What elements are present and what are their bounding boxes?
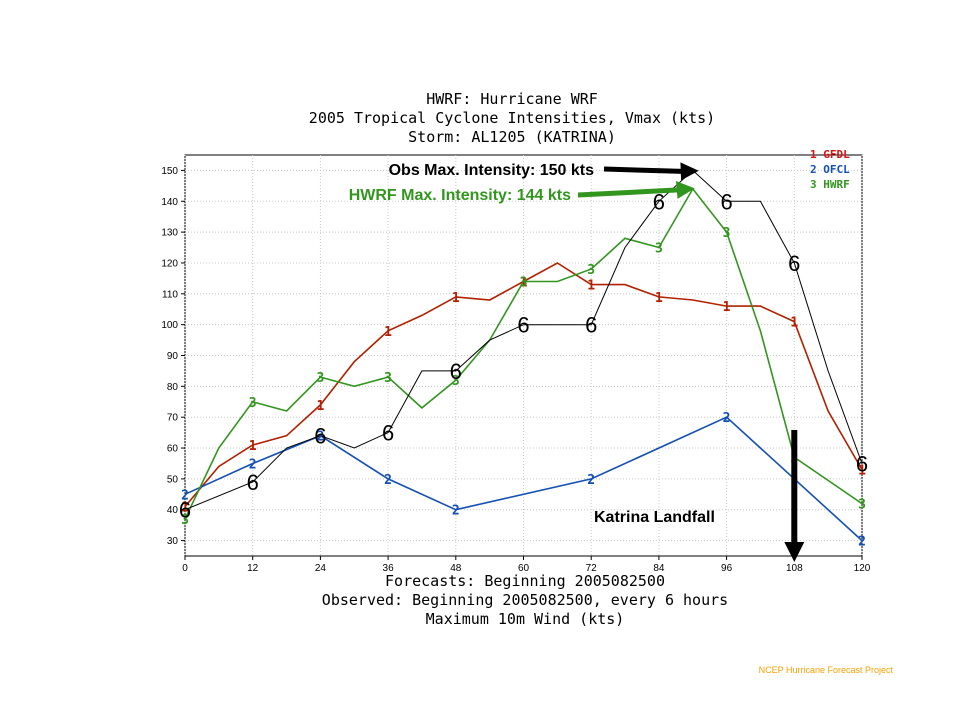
chart-title-line-1: HWRF: Hurricane WRF	[426, 90, 598, 108]
marker-gfdl: 1	[384, 325, 392, 340]
marker-gfdl: 1	[723, 300, 731, 315]
marker-gfdl: 1	[181, 501, 189, 516]
series-line-hwrf	[184, 187, 863, 520]
gridlines	[184, 155, 863, 556]
marker-ofcl: 2	[316, 430, 324, 445]
x-tick-label: 60	[518, 563, 530, 574]
annotation-arrows	[577, 162, 805, 562]
x-tick-label: 108	[786, 563, 803, 574]
legend-entry-gfdl: 1 GFDL	[810, 148, 850, 161]
series-line-observed	[184, 169, 863, 511]
marker-hwrf: 3	[858, 498, 866, 513]
marker-gfdl: 1	[452, 291, 460, 306]
x-tick-label: 0	[182, 563, 188, 574]
x-tick-label: 120	[854, 563, 871, 574]
marker-observed: 6	[720, 189, 732, 214]
marker-observed: 6	[450, 359, 462, 384]
marker-observed: 6	[517, 313, 529, 338]
y-axis: 30 40 50 60 70 80 90 100 110 120 130 140 150	[161, 166, 185, 547]
marker-observed: 6	[856, 451, 868, 476]
y-tick-label: 150	[161, 166, 178, 177]
legend-entry-hwrf: 3 HWRF	[810, 178, 850, 191]
x-axis-label-line-3: Maximum 10m Wind (kts)	[426, 610, 625, 628]
series-line-ofcl	[184, 416, 863, 542]
marker-gfdl: 1	[858, 464, 866, 479]
marker-observed: 6	[382, 421, 394, 446]
x-tick-label: 36	[383, 563, 395, 574]
x-tick-label: 96	[721, 563, 733, 574]
marker-ofcl: 2	[723, 411, 731, 426]
y-tick-label: 40	[167, 505, 179, 516]
x-tick-label: 72	[586, 563, 598, 574]
marker-ofcl: 2	[249, 457, 257, 472]
marker-ofcl: 2	[858, 535, 866, 550]
marker-hwrf: 3	[316, 371, 324, 386]
marker-gfdl: 1	[249, 439, 257, 454]
marker-hwrf: 3	[181, 513, 189, 528]
y-tick-label: 30	[167, 536, 179, 547]
marker-hwrf: 3	[384, 371, 392, 386]
marker-ofcl: 2	[452, 504, 460, 519]
legend: 1 GFDL 2 OFCL 3 HWRF	[810, 148, 850, 191]
x-tick-label: 48	[450, 563, 462, 574]
y-tick-label: 140	[161, 197, 178, 208]
y-tick-label: 100	[161, 320, 178, 331]
series-markers: 1111111111122222222333333333336666666666…	[179, 189, 868, 549]
x-tick-label: 24	[315, 563, 327, 574]
annotation-obs-max: Obs Max. Intensity: 150 kts	[389, 162, 595, 179]
y-tick-label: 80	[167, 382, 179, 393]
arrowhead-obs-max	[680, 162, 699, 181]
marker-observed: 6	[314, 424, 326, 449]
y-tick-label: 130	[161, 228, 178, 239]
marker-observed: 6	[788, 251, 800, 276]
arrow-obs-max	[603, 166, 683, 174]
marker-ofcl: 2	[384, 473, 392, 488]
y-tick-label: 50	[167, 474, 179, 485]
arrow-hwrf-max	[577, 187, 679, 198]
credit-text: NCEP Hurricane Forecast Project	[759, 665, 894, 675]
x-axis-label-line-1: Forecasts: Beginning 2005082500	[385, 572, 665, 590]
y-tick-label: 110	[162, 289, 178, 300]
marker-hwrf: 3	[249, 396, 257, 411]
annotation-landfall: Katrina Landfall	[594, 509, 715, 526]
legend-entry-ofcl: 2 OFCL	[810, 163, 850, 176]
y-tick-label: 70	[167, 413, 179, 424]
arrowhead-hwrf-max	[675, 180, 695, 199]
arrowhead-landfall	[784, 542, 805, 562]
series-lines	[184, 169, 863, 542]
x-tick-label: 12	[247, 563, 259, 574]
marker-hwrf: 3	[723, 226, 731, 241]
marker-ofcl: 2	[587, 473, 595, 488]
marker-observed: 6	[653, 189, 665, 214]
marker-gfdl: 1	[790, 316, 798, 331]
marker-hwrf: 3	[587, 263, 595, 278]
y-tick-label: 120	[161, 258, 178, 269]
marker-gfdl: 1	[587, 279, 595, 294]
marker-hwrf: 3	[520, 275, 528, 290]
x-axis-label-line-2: Observed: Beginning 2005082500, every 6 …	[322, 591, 728, 609]
chart-title-line-2: 2005 Tropical Cyclone Intensities, Vmax …	[309, 109, 715, 127]
marker-gfdl: 1	[316, 399, 324, 414]
x-tick-label: 84	[653, 563, 665, 574]
marker-hwrf: 3	[655, 242, 663, 257]
annotation-hwrf-max: HWRF Max. Intensity: 144 kts	[349, 187, 571, 204]
chart-title-line-3: Storm: AL1205 (KATRINA)	[408, 128, 616, 146]
y-tick-label: 90	[167, 351, 179, 362]
marker-observed: 6	[179, 498, 191, 523]
marker-hwrf: 3	[452, 374, 460, 389]
marker-observed: 6	[247, 470, 259, 495]
y-tick-label: 60	[167, 444, 179, 455]
marker-ofcl: 2	[181, 488, 189, 503]
marker-gfdl: 1	[520, 275, 528, 290]
marker-observed: 6	[585, 313, 597, 338]
marker-gfdl: 1	[655, 291, 663, 306]
